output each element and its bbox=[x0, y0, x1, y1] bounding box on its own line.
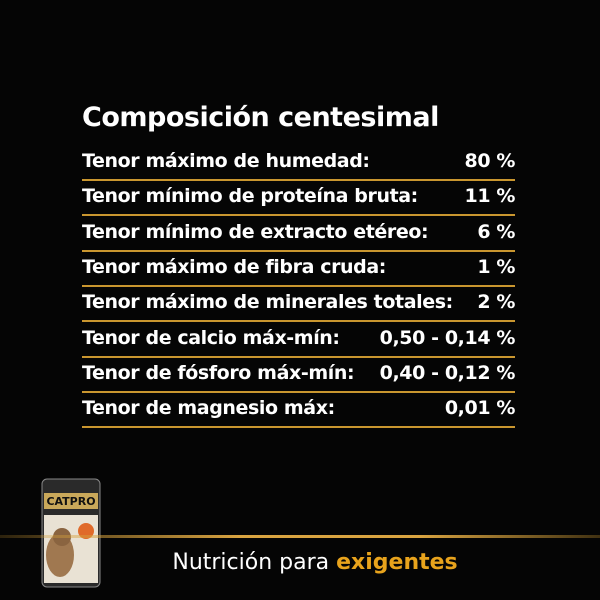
row-label: Tenor mínimo de extracto etéreo: bbox=[82, 220, 429, 243]
row-label: Tenor de fósforo máx-mín: bbox=[82, 361, 355, 384]
table-row: Tenor máximo de fibra cruda: 1 % bbox=[82, 250, 515, 287]
row-value: 1 % bbox=[477, 255, 515, 278]
table-row: Tenor máximo de humedad: 80 % bbox=[82, 144, 515, 181]
row-value: 0,40 - 0,12 % bbox=[379, 361, 516, 384]
title: Composición centesimal bbox=[82, 102, 439, 133]
table-row: Tenor máximo de minerales totales: 2 % bbox=[82, 285, 515, 323]
brand: CATPRO bbox=[46, 495, 95, 508]
row-label: Tenor máximo de humedad: bbox=[82, 150, 370, 172]
row-value: 0,50 - 0,14 % bbox=[379, 326, 516, 349]
table-row: Tenor mínimo de extracto etéreo: 6 % bbox=[82, 215, 515, 252]
row-label: Tenor máximo de minerales totales: bbox=[82, 291, 453, 314]
row-value: 2 % bbox=[477, 291, 515, 314]
table-row: Tenor de magnesio máx: 0,01 % bbox=[82, 391, 516, 429]
row-value: 6 % bbox=[477, 220, 515, 243]
slogan-text: Nutrición para bbox=[172, 550, 330, 575]
row-label: Tenor de magnesio máx: bbox=[82, 397, 335, 420]
row-label: Tenor mínimo de proteína bruta: bbox=[82, 185, 418, 208]
row-value: 80 % bbox=[464, 150, 516, 172]
row-value: 11 % bbox=[464, 185, 516, 208]
divider bbox=[0, 535, 600, 538]
slogan: Nutrición para exigentes bbox=[0, 550, 600, 575]
row-label: Tenor de calcio máx-mín: bbox=[82, 326, 340, 349]
row-label: Tenor máximo de fibra cruda: bbox=[82, 255, 387, 278]
table-row: Tenor de fósforo máx-mín: 0,40 - 0,12 % bbox=[82, 356, 515, 393]
product-can: CATPRO bbox=[41, 478, 101, 588]
table-row: Tenor mínimo de proteína bruta: 11 % bbox=[82, 179, 516, 217]
table-row: Tenor de calcio máx-mín: 0,50 - 0,14 % bbox=[82, 321, 515, 358]
row-value: 0,01 % bbox=[444, 397, 516, 420]
slogan-highlight: exigentes bbox=[336, 550, 458, 575]
